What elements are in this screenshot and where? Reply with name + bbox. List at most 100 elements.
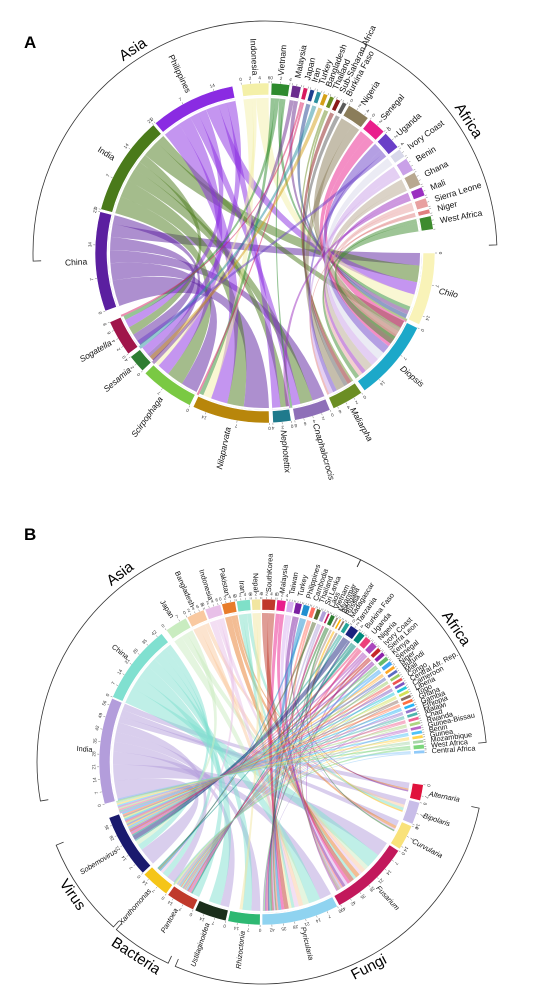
tick-label-india-0: 0 <box>97 803 103 807</box>
tick-burkina-faso-1 <box>361 631 363 633</box>
tick-pyricularia-14 <box>316 915 318 918</box>
tick-cnaphalocrocis-2 <box>321 413 323 416</box>
tick-label-fusarium-35: 35 <box>359 893 366 900</box>
segment-bangladesh <box>319 93 329 107</box>
segment-inner-guinea-bissau <box>407 728 410 732</box>
tick-myanmar-1 <box>338 616 340 619</box>
tick-sobemovirus-28 <box>114 835 117 837</box>
label-japan: Japan <box>158 598 176 620</box>
segment-malaysia <box>289 84 302 99</box>
tick-myanmar-0 <box>336 615 338 618</box>
segment-benin <box>395 157 414 177</box>
tick-label-malaysia-4: 4 <box>285 593 289 598</box>
segment-thailand <box>312 608 322 621</box>
tick-label-china-7: 7 <box>110 681 116 686</box>
tick-bipolaris-7 <box>416 813 419 815</box>
ribbon-india-curvularia <box>118 709 401 827</box>
tick-maliarpha-2 <box>353 397 356 400</box>
tick-fusarium-28 <box>368 885 371 887</box>
segment-malaysia <box>275 599 287 613</box>
segment-inner-curvularia <box>387 820 401 843</box>
tick-label-indonesia-6: 6 <box>215 597 219 603</box>
segment-inner-tanzania <box>343 635 352 642</box>
tick-india-0 <box>102 803 105 805</box>
label-nephotettix: Nephotettix <box>279 430 293 475</box>
tick-senegal-0 <box>389 659 392 661</box>
segment-indonesia <box>204 604 224 621</box>
tick-label-nilaparvata-7: 7 <box>234 423 238 428</box>
tick-label-cnaphalocrocis-0: 0 <box>330 412 335 418</box>
segment-west-africa <box>418 215 434 232</box>
tick-pyricularia-0 <box>337 906 339 909</box>
segment-japan <box>165 617 192 640</box>
tick-thailand-0 <box>329 94 332 97</box>
segment-nephotettix <box>272 408 292 424</box>
segment-inner-sobemovirus <box>120 812 153 865</box>
segment-taiwan <box>285 600 295 614</box>
group-bracket-asia <box>36 536 362 802</box>
segment-indonesia <box>241 82 270 97</box>
segment-guinea-bissau <box>409 725 422 732</box>
label-nepal: Nepal <box>251 573 261 593</box>
segment-mali <box>410 186 426 200</box>
tick-label-bangladesh-2: 2 <box>186 608 191 614</box>
segment-cambodia <box>307 606 317 619</box>
tick-label-pyricularia-35: 35 <box>281 926 287 932</box>
tick-japan-0 <box>164 628 167 631</box>
ribbon-india-chilo <box>143 140 422 283</box>
tick-label-indonesia-2: 2 <box>249 76 252 81</box>
ribbon-iran-pyricularia <box>242 611 296 910</box>
tick-label-pantoea-0: 0 <box>188 912 193 918</box>
ribbon-china-sogatella <box>108 236 196 347</box>
tick-senegal-1 <box>391 661 393 663</box>
segment-china <box>94 211 117 312</box>
label-nigeria: Nigeria <box>358 79 381 107</box>
ribbon-rwanda-sobemovirus <box>118 723 409 810</box>
tick-label-india-42: 42 <box>94 725 100 731</box>
segment-rwanda <box>408 720 421 728</box>
segment-scirpophaga <box>144 364 196 406</box>
tick-label-maliarpha-4: 4 <box>346 404 351 410</box>
tick-thailand-1 <box>318 607 321 610</box>
tick-label-philippines-7: 7 <box>178 96 183 102</box>
label-xanthomonas: Xanthomonas <box>116 886 153 927</box>
tick-label-cnaphalocrocis-8: 8 <box>294 423 298 428</box>
tick-russia-1 <box>344 619 346 622</box>
group-label-asia: Asia <box>103 558 137 590</box>
label-indonesia: Indonesia <box>248 38 260 76</box>
tick-ethiopia-0 <box>415 706 418 708</box>
tick-sogatella-4 <box>116 338 119 340</box>
segment-inner-chad <box>405 719 408 724</box>
label-senegal: Senegal <box>378 92 406 122</box>
tick-label-curvularia-14: 14 <box>402 846 409 853</box>
segment-inner-ethiopia <box>402 711 406 715</box>
tick-label-nigeria-2: 2 <box>357 103 362 109</box>
tick-bangladesh-6 <box>198 609 200 612</box>
tick-label-pakistan-2: 2 <box>223 595 227 601</box>
tick-label-fusarium-21: 21 <box>377 878 384 885</box>
ribbon-india-alternaria <box>120 702 412 789</box>
tick-senegal-4 <box>383 130 386 132</box>
tick-cambodia-2 <box>315 606 317 609</box>
ribbon-ghana-diopsis <box>323 178 408 373</box>
tick-bangladesh-4 <box>194 611 196 614</box>
tick-label-sobemovirus-35: 35 <box>103 824 110 831</box>
segment-inner-burkina-faso <box>351 641 358 647</box>
tick-label-cnaphalocrocis-6: 6 <box>303 421 307 427</box>
tick-cambodia-1 <box>313 605 315 608</box>
group-bracket-asia <box>32 20 368 262</box>
label-china: China <box>110 642 131 661</box>
tick-sierra-leon-2 <box>385 653 387 656</box>
segment-myanmar <box>331 616 339 629</box>
tick-curvularia-14 <box>401 846 404 848</box>
tick-burkina-faso-0 <box>342 99 344 102</box>
segment-gambia <box>403 702 416 711</box>
tick-label-nigeria-4: 4 <box>365 108 370 114</box>
segment-uganda <box>358 636 372 650</box>
tick-label-chilo-14: 14 <box>424 315 431 322</box>
segment-turkey <box>312 90 322 105</box>
tick-iran-1 <box>314 88 316 91</box>
group-bracket-fungi <box>174 806 480 985</box>
tick-label-india-7: 7 <box>105 173 111 178</box>
label-fusarium: Fusarium <box>374 884 401 912</box>
